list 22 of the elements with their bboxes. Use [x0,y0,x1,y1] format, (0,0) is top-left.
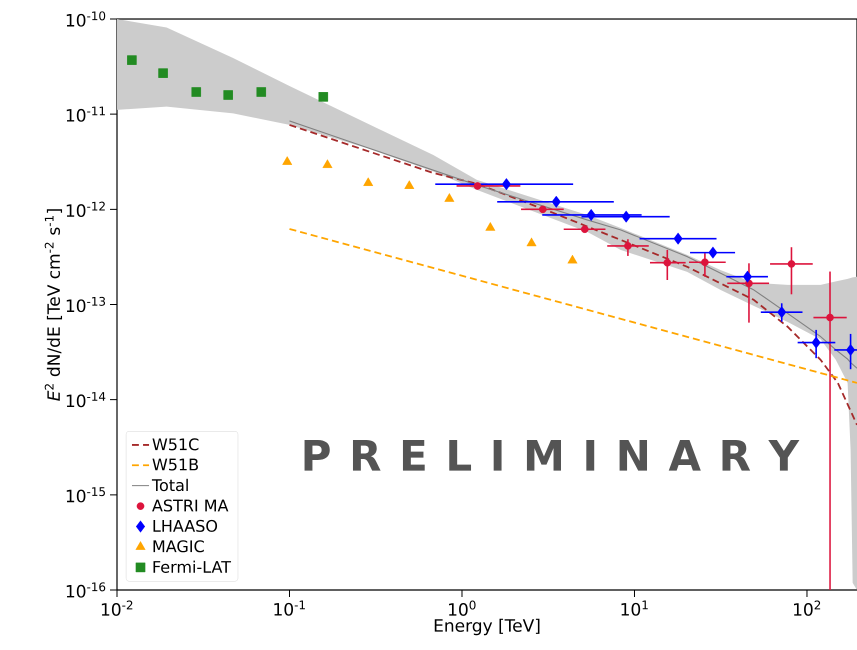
y-tick-label: 10$^{-10}$ [66,11,106,27]
x-tick-label: 10$^{0}$ [449,600,476,616]
y-tick-label: 10$^{-16}$ [66,582,106,598]
legend-label: ASTRI MA [152,499,228,512]
legend-label: Total [152,478,188,492]
x-tick-label: 10$^{-1}$ [274,600,305,616]
x-tick-label: 10$^{1}$ [621,600,648,616]
legend-label: W51C [152,438,198,450]
y-tick-label: 10$^{-12}$ [66,202,105,218]
legend-label: Fermi-LAT [154,560,232,573]
annotation: P R E L I M I N A R Y [304,440,800,471]
y-tick-label: 10$^{-15}$ [66,487,105,502]
x-tick-label: 10$^{-2}$ [102,600,132,616]
legend-label: LHAASO [154,520,218,532]
x-tick-label: 10$^{2}$ [794,600,820,616]
y-tick-label: 10$^{-13}$ [66,296,106,312]
y-axis-title: E$^{2}$ dN/dE [TeV cm$^{-2}$ s$^{-1}$] [44,209,62,401]
y-tick-label: 10$^{-14}$ [66,392,106,408]
legend-label: W51B [152,458,198,471]
y-tick-label: 10$^{-11}$ [66,106,105,122]
legend-label: MAGIC [154,540,204,552]
x-axis-title: Energy [TeV] [434,618,540,636]
